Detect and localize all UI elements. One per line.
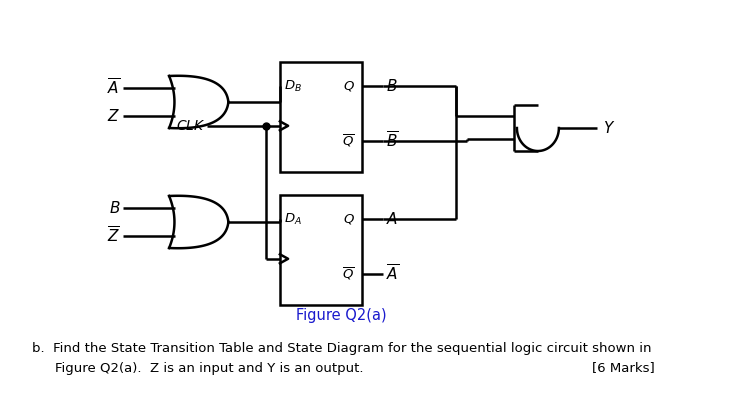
Bar — [280, 195, 362, 305]
Text: $Y$: $Y$ — [603, 120, 615, 136]
Text: b.  Find the State Transition Table and State Diagram for the sequential logic c: b. Find the State Transition Table and S… — [32, 342, 652, 355]
Bar — [280, 62, 362, 172]
Text: $\overline{Z}$: $\overline{Z}$ — [107, 226, 121, 246]
Text: [6 Marks]: [6 Marks] — [592, 362, 655, 374]
Text: $Q$: $Q$ — [343, 79, 354, 93]
Text: Figure Q2(a).  Z is an input and Y is an output.: Figure Q2(a). Z is an input and Y is an … — [55, 362, 363, 374]
Text: $D_B$: $D_B$ — [285, 79, 303, 94]
Text: $\overline{Q}$: $\overline{Q}$ — [342, 266, 354, 282]
Text: $\overline{B}$: $\overline{B}$ — [386, 131, 398, 151]
Text: Figure Q2(a): Figure Q2(a) — [296, 307, 386, 323]
Text: $\overline{A}$: $\overline{A}$ — [107, 78, 121, 98]
Text: $Q$: $Q$ — [343, 212, 354, 226]
Text: $A$: $A$ — [386, 211, 398, 227]
Text: $Z$: $Z$ — [107, 108, 121, 124]
Text: $D_A$: $D_A$ — [285, 212, 303, 227]
Text: $B$: $B$ — [386, 78, 397, 94]
Text: $B$: $B$ — [109, 200, 121, 216]
Text: $\overline{Q}$: $\overline{Q}$ — [342, 133, 354, 149]
Text: $\overline{A}$: $\overline{A}$ — [386, 264, 399, 284]
Text: $CLK$: $CLK$ — [176, 119, 205, 133]
